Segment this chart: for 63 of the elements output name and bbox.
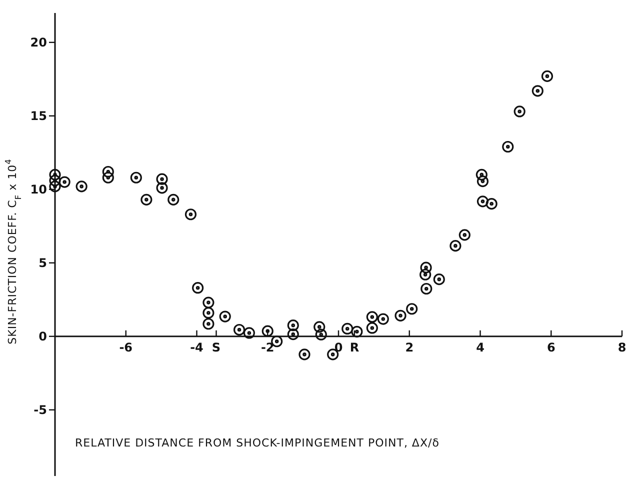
point <box>366 311 378 323</box>
point <box>420 268 432 280</box>
point <box>49 180 61 192</box>
x-tick-label: 8 <box>618 340 626 354</box>
point <box>476 176 489 188</box>
x-tick-label: -2 <box>260 340 274 354</box>
x-tick-label: 6 <box>546 340 556 354</box>
point <box>219 310 231 322</box>
point <box>49 168 61 180</box>
point <box>377 313 389 325</box>
x-tick-label: -4 <box>190 340 204 354</box>
point <box>233 324 246 336</box>
point <box>315 328 327 340</box>
y-tick-label: -5 <box>34 402 47 417</box>
point <box>168 194 180 206</box>
point <box>351 326 363 338</box>
point <box>76 180 88 192</box>
point <box>532 85 544 97</box>
point <box>450 240 462 252</box>
point <box>243 327 255 339</box>
y-tick-label: 5 <box>38 256 47 270</box>
y-tick-label: 20 <box>30 35 47 50</box>
point <box>486 198 498 210</box>
x-tick-label: 0 <box>334 340 343 354</box>
point <box>394 310 406 322</box>
point <box>102 166 114 178</box>
point <box>58 176 70 188</box>
point <box>140 194 152 206</box>
x-tick-label: R <box>350 340 360 354</box>
point <box>420 262 432 274</box>
point <box>298 348 310 360</box>
point <box>202 296 214 308</box>
point <box>102 172 114 184</box>
x-tick-label: -6 <box>119 340 133 354</box>
point <box>184 208 197 220</box>
y-tick-label: 10 <box>30 182 47 196</box>
point <box>287 320 299 332</box>
point <box>192 282 204 294</box>
point <box>458 229 470 241</box>
point <box>314 321 326 333</box>
point <box>502 140 514 153</box>
point <box>406 303 418 315</box>
point <box>366 322 378 334</box>
point <box>433 274 445 286</box>
point <box>202 307 214 319</box>
point <box>287 328 299 340</box>
y-tick-label: 0 <box>38 329 47 344</box>
point <box>476 196 489 208</box>
point <box>130 172 142 184</box>
y-tick-label: 15 <box>30 108 47 123</box>
point <box>541 70 554 82</box>
point <box>156 173 168 185</box>
point <box>262 325 274 337</box>
x-axis-title: RELATIVE DISTANCE FROM SHOCK-IMPINGEMENT POINT, ΔX/δ <box>75 436 440 450</box>
point <box>156 182 168 194</box>
point <box>420 282 432 295</box>
point <box>476 168 488 180</box>
x-tick-label: 2 <box>405 340 414 354</box>
point <box>202 318 214 330</box>
x-tick-label: 4 <box>476 340 484 354</box>
point <box>342 322 354 335</box>
point <box>514 106 526 118</box>
x-tick-label: S <box>212 340 221 354</box>
